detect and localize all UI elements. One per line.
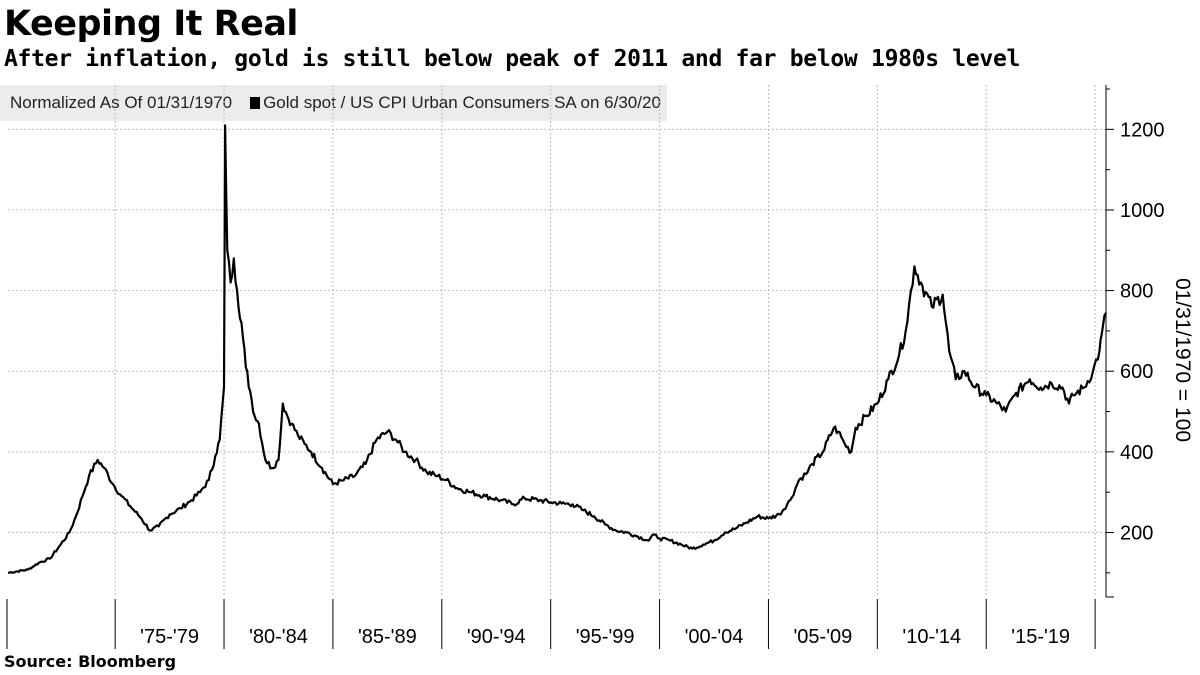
legend-series-swatch [250, 97, 261, 109]
grid-layer [8, 85, 1106, 597]
x-tick-label: '75-'79 [140, 626, 199, 648]
y-tick-label: 1200 [1120, 119, 1165, 141]
chart-subtitle: After inflation, gold is still below pea… [4, 46, 1021, 72]
legend-series-label: Gold spot / US CPI Urban Consumers SA on… [263, 93, 661, 112]
y-tick-label: 400 [1120, 442, 1153, 464]
source-note: Source: Bloomberg [4, 652, 177, 671]
y-tick-label: 1000 [1120, 200, 1165, 222]
x-tick-label: '05-'09 [793, 626, 852, 648]
axis-layer: '75-'79 '80-'84 '85-'89 '90-'94 '95-'99 '00-'… [6, 85, 1165, 649]
x-tick-label: '00-'04 [685, 626, 744, 648]
y-axis-label: 01/31/1970 = 100 [1171, 278, 1194, 442]
legend-normalization-note: Normalized As Of 01/31/1970 [10, 93, 233, 112]
x-tick-label: '15-'19 [1011, 626, 1070, 648]
x-tick-label: '80-'84 [249, 626, 308, 648]
x-tick-label: '10-'14 [902, 626, 961, 648]
series-line [7, 124, 1107, 574]
series-layer [7, 124, 1107, 574]
x-tick-label: '90-'94 [467, 626, 526, 648]
y-tick-label: 200 [1120, 522, 1153, 544]
y-tick-label: 800 [1120, 281, 1153, 303]
chart-title: Keeping It Real [4, 4, 298, 44]
legend-bar: Normalized As Of 01/31/1970 Gold spot / … [0, 85, 667, 121]
y-tick-label: 600 [1120, 361, 1153, 383]
x-tick-label: '85-'89 [358, 626, 417, 648]
x-tick-label: '95-'99 [576, 626, 635, 648]
